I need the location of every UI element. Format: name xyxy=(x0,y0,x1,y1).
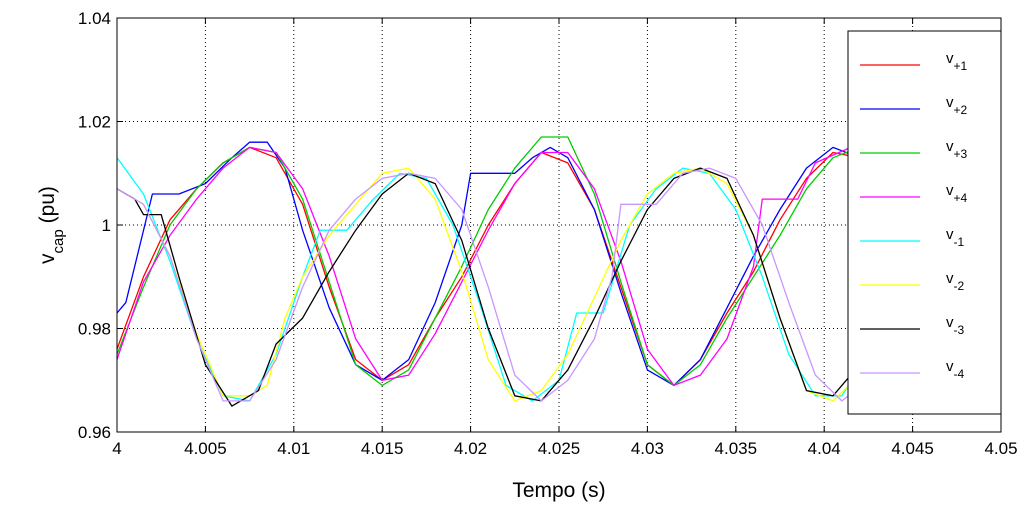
y-tick-label: 0.98 xyxy=(78,320,111,339)
x-axis-title: Tempo (s) xyxy=(512,479,605,502)
y-axis-title: vcap (pu) xyxy=(36,186,67,264)
y-axis-title-unit: (pu) xyxy=(36,186,59,229)
x-tick-label: 4.025 xyxy=(538,439,581,458)
legend-label: v-1 xyxy=(946,226,964,249)
x-tick-label: 4.015 xyxy=(361,439,404,458)
legend-label: v-2 xyxy=(946,270,964,293)
legend-label: v-4 xyxy=(946,358,964,381)
x-tick-label: 4.02 xyxy=(454,439,487,458)
series-line xyxy=(117,167,1001,402)
series-line xyxy=(117,141,1001,387)
y-axis-title-base: v xyxy=(36,253,59,264)
legend-label: v+4 xyxy=(946,182,968,205)
legend-label: v+3 xyxy=(946,138,968,161)
x-tick-label: 4.01 xyxy=(277,439,310,458)
x-tick-label: 4.045 xyxy=(891,439,934,458)
legend-label: v-3 xyxy=(946,314,964,337)
series-line xyxy=(117,146,1001,387)
y-tick-label: 1.04 xyxy=(78,9,111,28)
y-tick-label: 1 xyxy=(102,216,111,235)
legend-box xyxy=(847,30,1002,415)
legend: v+1 v+2 v+3 v+4 v-1 v-2 v-3 v-4 xyxy=(847,30,1002,415)
x-tick-label: 4 xyxy=(112,439,121,458)
y-tick-label: 1.02 xyxy=(78,113,111,132)
x-tick-label: 4.04 xyxy=(808,439,841,458)
x-tick-label: 4.005 xyxy=(184,439,227,458)
axis-ticks: 4 4.005 4.01 4.015 4.02 4.025 4.03 4.035 4.04 4.0… xyxy=(78,9,1018,458)
y-tick-label: 0.96 xyxy=(78,423,111,442)
series-line xyxy=(117,167,1001,407)
legend-label: v+1 xyxy=(946,50,968,73)
x-tick-label: 4.035 xyxy=(715,439,758,458)
x-tick-label: 4.03 xyxy=(631,439,664,458)
y-axis-title-sub: cap xyxy=(50,229,67,253)
x-tick-label: 4.05 xyxy=(984,439,1017,458)
legend-label: v+2 xyxy=(946,94,968,117)
